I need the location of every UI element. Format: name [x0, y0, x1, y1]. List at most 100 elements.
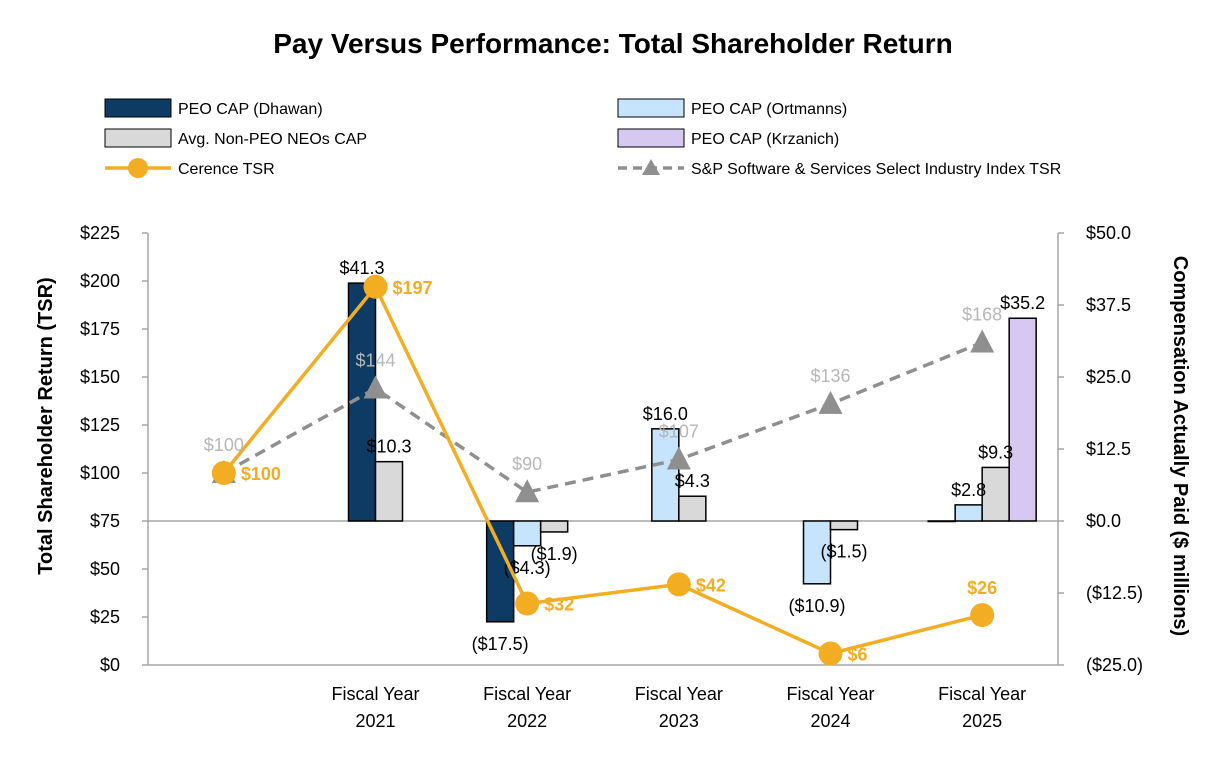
index-tsr-label: $90	[512, 454, 542, 474]
cerence-tsr-label: $197	[393, 278, 433, 298]
right-tick-label: $0.0	[1086, 511, 1121, 531]
category-label-line2: 2023	[659, 711, 699, 731]
left-tick-label: $75	[90, 511, 120, 531]
left-tick-label: $25	[90, 607, 120, 627]
bar-nonpeo	[539, 520, 569, 533]
right-tick-label: ($25.0)	[1086, 655, 1143, 675]
legend-label-dhawan: PEO CAP (Dhawan)	[178, 101, 323, 118]
bar-label-nonpeo: $10.3	[366, 437, 411, 457]
left-tick-label: $150	[80, 367, 120, 387]
index-tsr-label: $100	[204, 435, 244, 455]
legend-item-krzanich: PEO CAP (Krzanich)	[617, 128, 839, 148]
legend-item-dhawan: PEO CAP (Dhawan)	[104, 98, 323, 118]
right-tick-label: $50.0	[1086, 223, 1131, 243]
bar-labels: $41.3 $10.3 ($17.5) ($4.3)($1.9) $16.0 $4.3 ($…	[339, 258, 1045, 654]
legend-swatch-nonpeo	[104, 128, 172, 148]
bar-label-dhawan: ($17.5)	[472, 634, 529, 654]
cerence-tsr-label: $42	[696, 575, 726, 595]
index-tsr-label: $144	[355, 351, 395, 371]
lines	[211, 274, 995, 666]
index-tsr-label: $168	[962, 304, 1002, 324]
bar-label-ortmanns: ($4.3)	[504, 558, 551, 578]
index-tsr-point	[970, 329, 995, 353]
index-tsr-point	[666, 446, 691, 470]
index-tsr-point	[363, 375, 388, 399]
bar-nonpeo	[829, 520, 859, 531]
legend-label-ortmanns: PEO CAP (Ortmanns)	[691, 101, 847, 118]
index-tsr-point	[818, 390, 843, 414]
cerence-tsr-label: $6	[848, 644, 868, 664]
bar-label-ortmanns: $2.8	[951, 480, 986, 500]
cerence-tsr-point	[515, 591, 540, 616]
left-tick-label: $225	[80, 223, 120, 243]
cerence-tsr-point	[363, 274, 388, 299]
bar-ortmanns	[954, 504, 983, 522]
bar-nonpeo	[678, 495, 707, 522]
left-tick-label: $0	[100, 655, 120, 675]
right-tick-label: $25.0	[1086, 367, 1131, 387]
category-labels: Fiscal Year 2021 Fiscal Year 2022 Fiscal Yea…	[331, 684, 1026, 731]
bar-ortmanns	[512, 520, 542, 547]
bar-label-nonpeo: ($1.9)	[531, 544, 578, 564]
bar-ortmanns	[651, 428, 680, 522]
left-axis-title: Total Shareholder Return (TSR)	[35, 277, 57, 574]
bar-dhawan	[485, 520, 515, 623]
bar-dhawan	[927, 520, 956, 523]
axes: $0 $25 $50 $75 $100 $125 $150 $175 $200 $225 ($25.…	[80, 223, 1143, 675]
chart-title: Pay Versus Performance: Total Shareholde…	[273, 28, 952, 59]
bar-nonpeo	[981, 466, 1010, 522]
legend-item-index: S&P Software & Services Select Industry …	[618, 159, 1061, 178]
legend-swatch-dhawan	[104, 98, 172, 118]
bar-label-dhawan: $41.3	[339, 258, 384, 278]
category-label-line1: Fiscal Year	[938, 684, 1026, 704]
bar-label-nonpeo: ($1.5)	[820, 542, 867, 562]
index-tsr-label: $136	[810, 366, 850, 386]
bar-label-ortmanns: $16.0	[643, 404, 688, 424]
bar-label-nonpeo: $9.3	[978, 442, 1013, 462]
legend-item-tsr: Cerence TSR	[105, 158, 275, 178]
cerence-tsr-point	[666, 572, 691, 597]
bar-label-krzanich: $35.2	[1000, 293, 1045, 313]
legend-swatch-krzanich	[617, 128, 685, 148]
category-label-line1: Fiscal Year	[483, 684, 571, 704]
cerence-tsr-line	[222, 283, 983, 656]
legend-item-nonpeo: Avg. Non-PEO NEOs CAP	[104, 128, 367, 148]
legend-label-krzanich: PEO CAP (Krzanich)	[691, 131, 839, 148]
category-label-line2: 2024	[810, 711, 850, 731]
cerence-tsr-label: $100	[241, 464, 281, 484]
legend: PEO CAP (Dhawan) PEO CAP (Ortmanns) Avg. N…	[104, 98, 1061, 178]
legend-label-index: S&P Software & Services Select Industry …	[691, 161, 1061, 178]
bar-krzanich	[1008, 317, 1037, 522]
cerence-tsr-point	[970, 603, 995, 628]
legend-marker-tsr	[128, 158, 148, 178]
category-label-line1: Fiscal Year	[635, 684, 723, 704]
index-tsr-label: $107	[659, 422, 699, 442]
left-tick-label: $100	[80, 463, 120, 483]
index-tsr-point	[515, 479, 540, 503]
category-label-line2: 2021	[355, 711, 395, 731]
right-tick-label: $12.5	[1086, 439, 1131, 459]
index-tsr-line	[222, 340, 983, 495]
legend-label-nonpeo: Avg. Non-PEO NEOs CAP	[178, 131, 367, 148]
cerence-tsr-label: $32	[544, 595, 574, 615]
category-label-line2: 2025	[962, 711, 1002, 731]
category-label-line1: Fiscal Year	[331, 684, 419, 704]
bar-nonpeo	[374, 460, 404, 522]
left-tick-label: $175	[80, 319, 120, 339]
cerence-tsr-point	[818, 641, 843, 666]
right-axis-title: Compensation Actually Paid ($ millions)	[1169, 256, 1191, 636]
right-tick-label: $37.5	[1086, 295, 1131, 315]
right-tick-label: ($12.5)	[1086, 583, 1143, 603]
bars	[347, 282, 1037, 623]
category-label-line2: 2022	[507, 711, 547, 731]
bar-label-ortmanns: ($10.9)	[788, 596, 845, 616]
legend-marker-index	[642, 159, 660, 175]
left-tick-label: $50	[90, 559, 120, 579]
cerence-tsr-point	[211, 461, 236, 485]
bar-ortmanns	[802, 520, 832, 585]
legend-item-ortmanns: PEO CAP (Ortmanns)	[617, 98, 847, 118]
left-tick-label: $125	[80, 415, 120, 435]
category-label-line1: Fiscal Year	[786, 684, 874, 704]
cerence-tsr-label: $26	[967, 578, 997, 598]
